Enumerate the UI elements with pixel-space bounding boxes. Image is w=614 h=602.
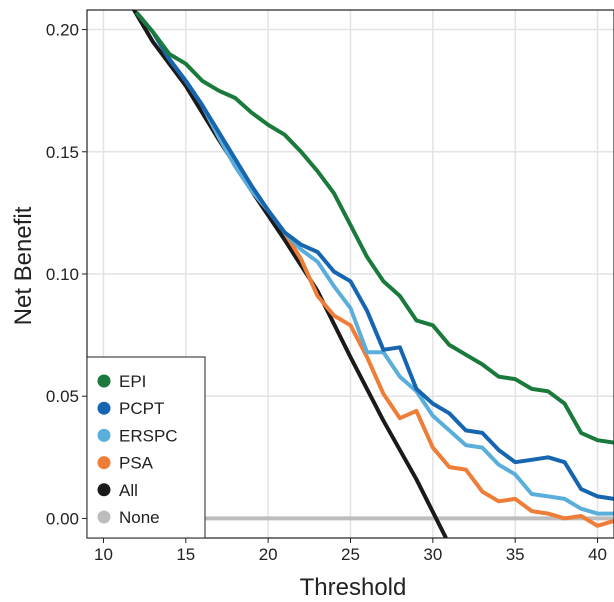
legend-label-erspc: ERSPC <box>119 426 178 445</box>
y-tick-label: 0.10 <box>46 265 79 284</box>
series-line-all <box>131 10 448 538</box>
legend-marker-erspc <box>97 428 111 442</box>
legend-marker-all <box>97 483 111 497</box>
legend-label-none: None <box>119 508 160 527</box>
legend-label-pcpt: PCPT <box>119 399 164 418</box>
y-tick-label: 0.20 <box>46 21 79 40</box>
y-axis-title: Net Benefit <box>10 206 37 325</box>
x-tick-label: 10 <box>94 545 113 564</box>
legend-marker-epi <box>97 374 111 388</box>
series-line-erspc <box>134 11 614 516</box>
x-tick-label: 15 <box>176 545 195 564</box>
x-axis-title: Threshold <box>300 574 407 601</box>
y-axis-ticks: 0.00 0.05 0.10 0.15 0.20 <box>46 21 87 528</box>
x-tick-label: 40 <box>588 545 607 564</box>
legend-label-all: All <box>119 481 138 500</box>
x-axis-ticks: 10 15 20 25 30 35 40 <box>94 538 607 564</box>
x-tick-label: 30 <box>423 545 442 564</box>
legend: EPI PCPT ERSPC PSA All None <box>86 356 206 539</box>
series-layer <box>87 10 614 538</box>
x-tick-label: 35 <box>506 545 525 564</box>
legend-box <box>86 356 206 539</box>
y-tick-label: 0.05 <box>46 387 79 406</box>
grid <box>87 10 614 538</box>
x-tick-label: 20 <box>259 545 278 564</box>
series-line-pcpt <box>134 11 614 501</box>
legend-marker-none <box>97 510 111 524</box>
y-tick-label: 0.00 <box>46 509 79 528</box>
series-line-epi <box>134 11 614 445</box>
x-tick-label: 25 <box>341 545 360 564</box>
legend-marker-pcpt <box>97 401 111 415</box>
legend-label-epi: EPI <box>119 372 146 391</box>
legend-marker-psa <box>97 456 111 470</box>
y-tick-label: 0.15 <box>46 143 79 162</box>
legend-label-psa: PSA <box>119 454 154 473</box>
